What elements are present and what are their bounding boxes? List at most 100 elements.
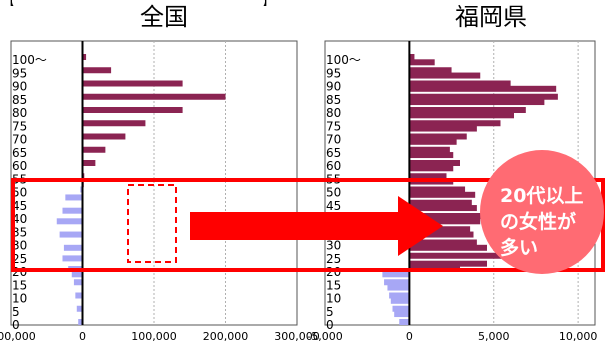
y-tick-label: 60 bbox=[12, 159, 27, 173]
female-bar bbox=[409, 107, 526, 113]
male-bar bbox=[62, 207, 83, 214]
female-bar bbox=[82, 80, 183, 87]
female-bar bbox=[409, 205, 477, 212]
y-tick-label: 95 bbox=[326, 66, 341, 80]
female-bar bbox=[409, 59, 435, 66]
x-tick-label: 5,000 bbox=[478, 330, 510, 343]
male-bar bbox=[73, 279, 83, 286]
highlight-box bbox=[11, 178, 605, 272]
female-bar bbox=[82, 54, 87, 60]
y-tick-label: 10 bbox=[326, 292, 341, 306]
y-tick-label: 75 bbox=[12, 119, 27, 133]
y-tick-label: 35 bbox=[12, 225, 27, 239]
male-bar bbox=[399, 319, 410, 325]
y-tick-label: 15 bbox=[326, 278, 341, 292]
y-tick-label: 85 bbox=[326, 93, 341, 107]
y-tick-label: 45 bbox=[12, 199, 27, 213]
male-bar bbox=[65, 194, 83, 201]
header-bracket-open: 【 bbox=[2, 0, 15, 6]
y-tick-label: 5 bbox=[12, 305, 20, 319]
y-tick-label: 90 bbox=[326, 80, 341, 94]
y-tick-label: 50 bbox=[326, 186, 341, 200]
female-bar bbox=[409, 125, 477, 132]
y-tick-label: 65 bbox=[326, 146, 341, 160]
y-tick-label: 25 bbox=[326, 252, 341, 266]
header-strip: 【 】 bbox=[0, 0, 609, 6]
y-tick-label: 30 bbox=[12, 239, 27, 253]
male-bar bbox=[392, 305, 410, 312]
y-tick-label: 5 bbox=[326, 305, 334, 319]
y-tick-label: 50 bbox=[12, 186, 27, 200]
female-bar bbox=[409, 213, 486, 219]
female-bar bbox=[409, 138, 457, 145]
female-bar bbox=[409, 231, 474, 238]
x-tick-label: 300,000 bbox=[274, 330, 320, 343]
female-bar bbox=[82, 120, 146, 127]
male-bar bbox=[80, 186, 83, 193]
y-tick-label: 100～ bbox=[12, 53, 47, 67]
y-tick-label: 0 bbox=[326, 318, 334, 332]
y-tick-label: 90 bbox=[12, 80, 27, 94]
female-bar bbox=[409, 239, 477, 246]
y-tick-label: 0 bbox=[12, 318, 20, 332]
female-bar bbox=[409, 173, 447, 180]
female-bar bbox=[82, 146, 106, 153]
arrow-head bbox=[398, 196, 443, 256]
male-bar bbox=[63, 244, 83, 251]
female-bar bbox=[409, 226, 471, 233]
female-bar bbox=[409, 160, 460, 166]
male-bar bbox=[394, 311, 410, 318]
male-bar bbox=[78, 319, 83, 325]
male-bar bbox=[76, 305, 83, 312]
female-bar bbox=[409, 165, 454, 172]
panel-title-national: 全国 bbox=[140, 4, 188, 31]
female-bar bbox=[409, 93, 558, 100]
x-tick-label: 0 bbox=[79, 330, 86, 343]
female-bar bbox=[82, 133, 126, 140]
arrow-shaft bbox=[190, 212, 400, 240]
female-bar bbox=[82, 107, 183, 113]
male-bar bbox=[389, 292, 410, 299]
female-bar bbox=[409, 199, 472, 206]
female-bar bbox=[409, 72, 481, 79]
y-tick-label: 60 bbox=[326, 159, 341, 173]
x-tick-label: 100,000 bbox=[131, 330, 177, 343]
female-bar bbox=[409, 218, 481, 225]
female-bar bbox=[409, 186, 466, 193]
y-tick-label: 30 bbox=[326, 239, 341, 253]
female-bar bbox=[409, 54, 415, 60]
female-bar bbox=[409, 146, 450, 153]
callout-bubble bbox=[480, 150, 604, 274]
female-bar bbox=[409, 120, 501, 127]
highlight-dashed-box bbox=[127, 184, 177, 263]
y-tick-label: 100～ bbox=[326, 53, 361, 67]
y-tick-label: 25 bbox=[12, 252, 27, 266]
female-bar bbox=[409, 260, 487, 267]
male-bar bbox=[71, 271, 83, 278]
x-tick-label: 0 bbox=[406, 330, 413, 343]
callout-text: 20代以上 の女性が 多い bbox=[500, 185, 584, 259]
y-tick-label: 15 bbox=[12, 278, 27, 292]
female-bar bbox=[409, 191, 476, 198]
male-bar bbox=[59, 231, 83, 238]
y-tick-label: 95 bbox=[12, 66, 27, 80]
x-tick-label: -100,000 bbox=[0, 330, 36, 343]
male-bar bbox=[62, 255, 83, 262]
x-tick-label: 200,000 bbox=[203, 330, 249, 343]
female-bar bbox=[409, 152, 454, 159]
y-tick-label: 75 bbox=[326, 119, 341, 133]
male-bar bbox=[390, 297, 410, 304]
female-bar bbox=[409, 133, 467, 140]
y-tick-label: 10 bbox=[12, 292, 27, 306]
y-tick-label: 85 bbox=[12, 93, 27, 107]
x-tick-label: 10,000 bbox=[559, 330, 598, 343]
y-tick-label: 80 bbox=[326, 106, 341, 120]
female-bar bbox=[409, 67, 452, 74]
y-tick-label: 45 bbox=[326, 199, 341, 213]
male-bar bbox=[56, 218, 83, 225]
female-bar bbox=[82, 160, 96, 166]
female-bar bbox=[409, 112, 514, 119]
y-tick-label: 70 bbox=[326, 133, 341, 147]
